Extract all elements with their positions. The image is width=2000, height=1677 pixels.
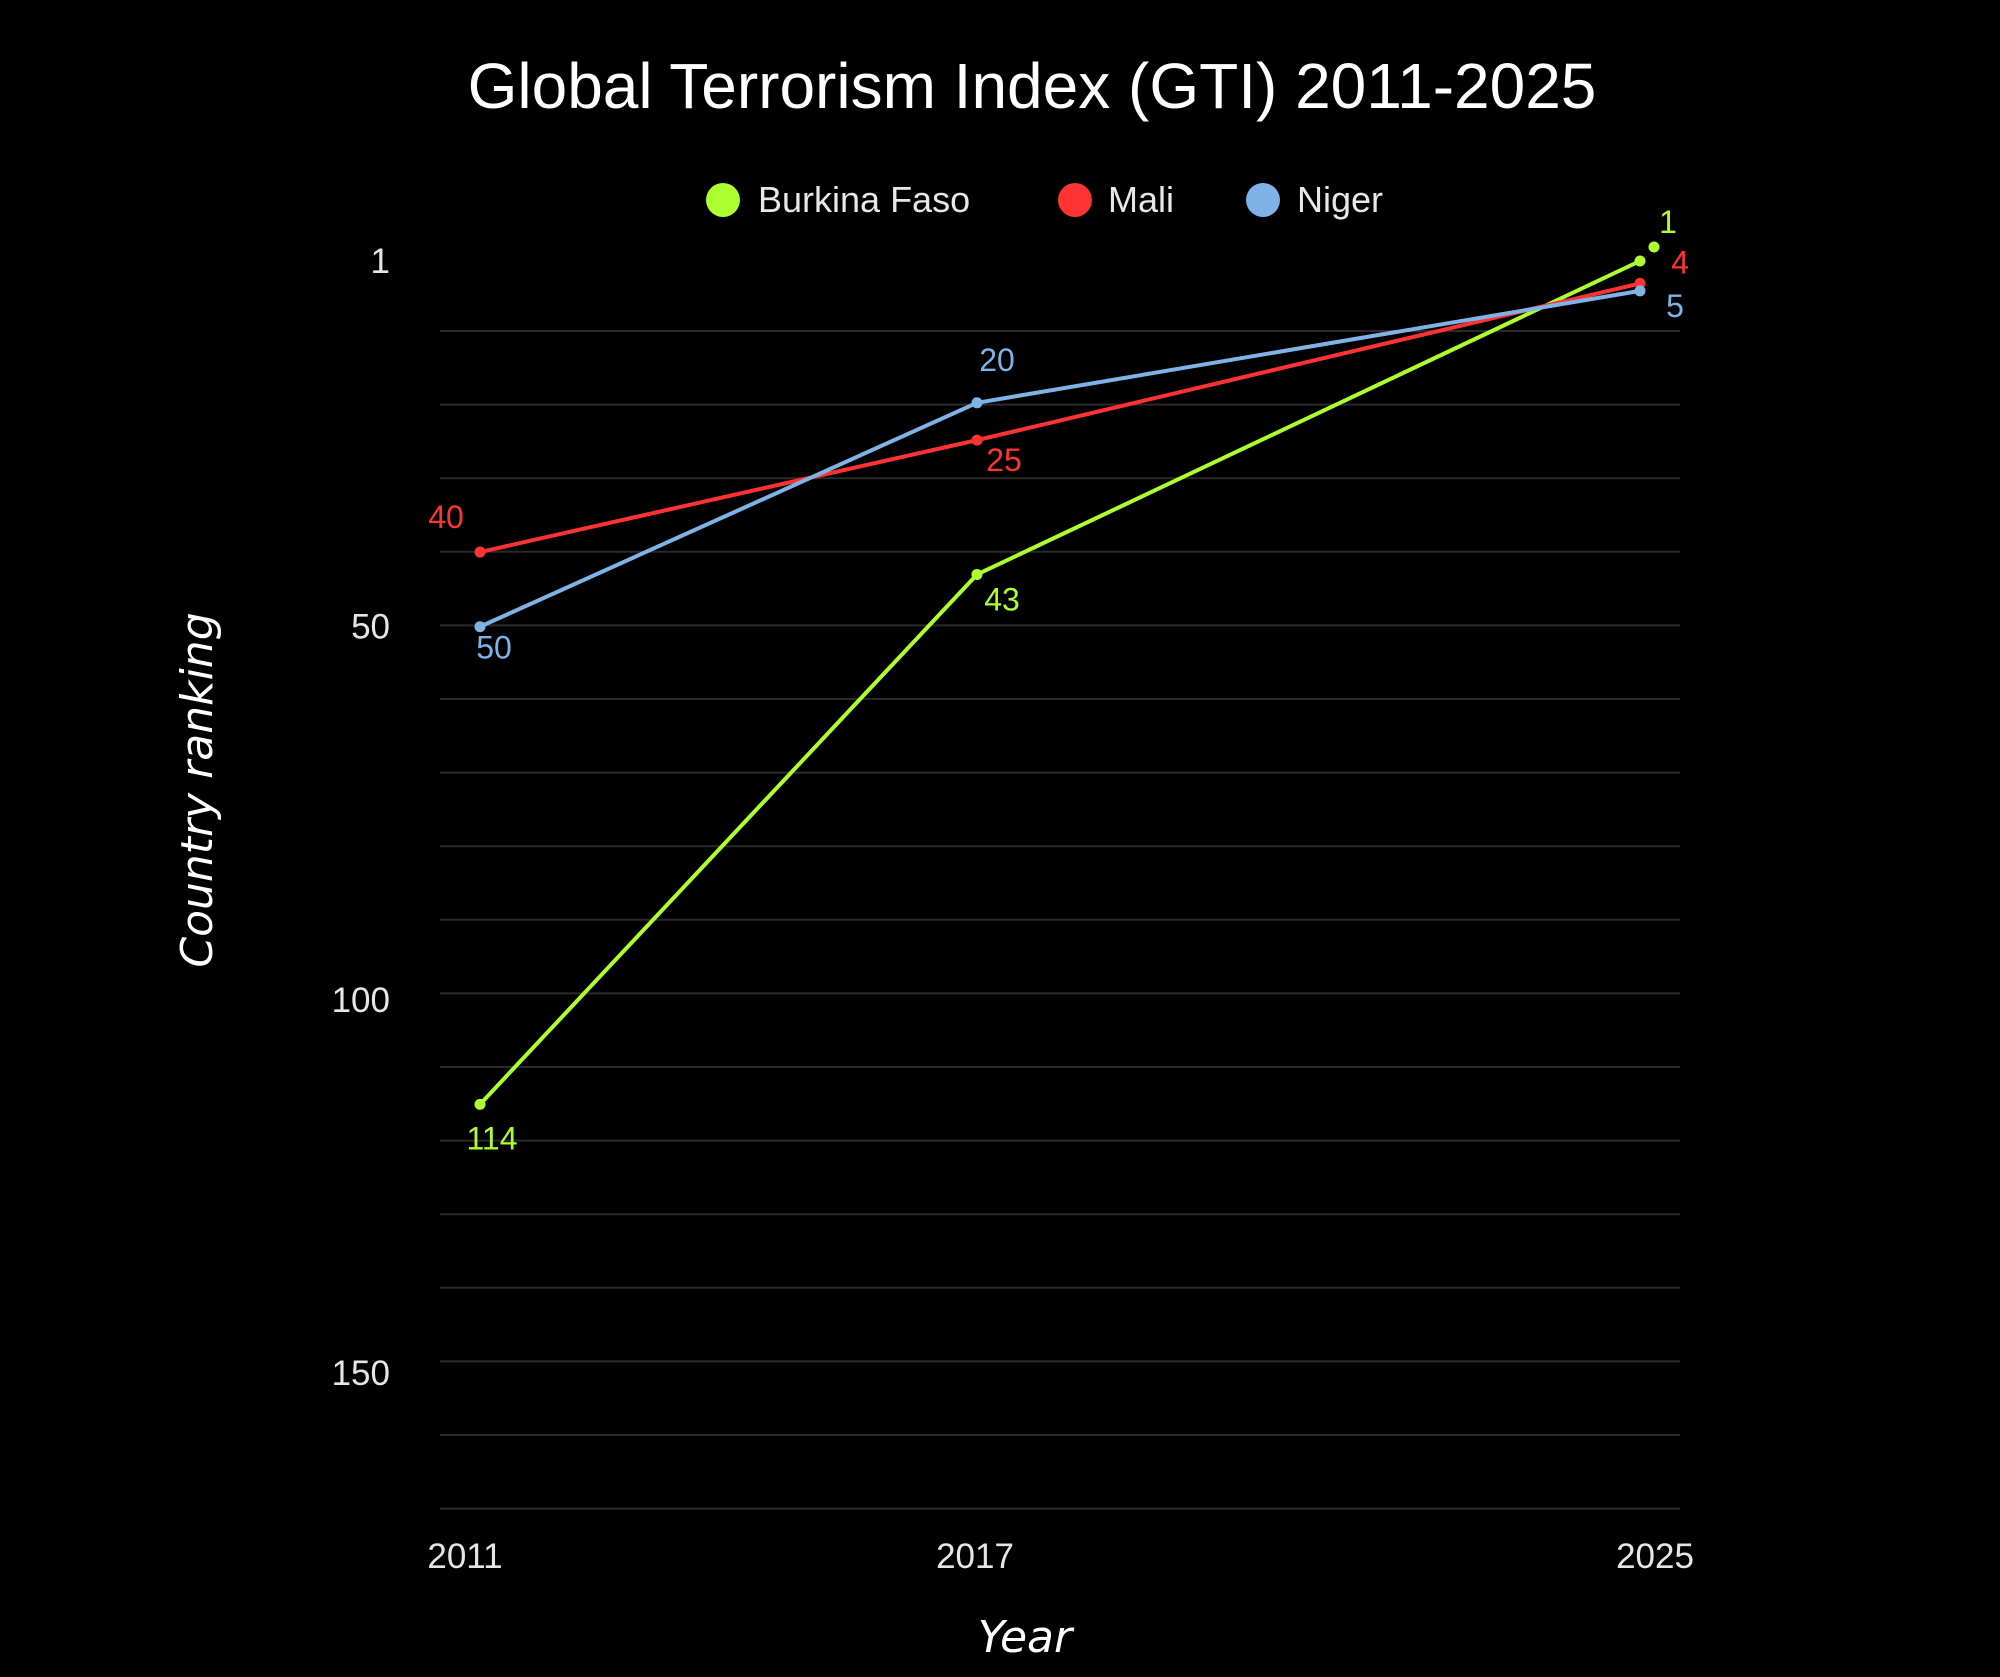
data-label: 1 xyxy=(1659,204,1677,240)
legend-label: Mali xyxy=(1108,179,1174,220)
data-point xyxy=(1634,285,1646,297)
data-labels: 114 43 1 40 25 4 50 20 5 xyxy=(428,204,1689,1156)
legend-item: Burkina Faso xyxy=(706,179,970,220)
data-point xyxy=(1634,255,1646,267)
data-point xyxy=(474,546,486,558)
legend-marker xyxy=(706,183,740,217)
x-axis-ticks: 2011 2017 2025 xyxy=(427,1537,1694,1576)
data-label: 43 xyxy=(984,581,1020,617)
legend-marker xyxy=(1246,183,1280,217)
chart-title: Global Terrorism Index (GTI) 2011-2025 xyxy=(468,50,1597,122)
legend-item: Niger xyxy=(1246,179,1383,220)
data-label: 25 xyxy=(986,442,1022,478)
gridlines xyxy=(440,330,1680,1510)
y-tick-label: 100 xyxy=(332,981,390,1020)
data-point xyxy=(971,434,983,446)
legend: Burkina Faso Mali Niger xyxy=(706,179,1383,220)
x-axis-title: Year xyxy=(978,1612,1075,1663)
y-tick-label: 1 xyxy=(371,242,390,281)
data-label: 40 xyxy=(428,499,464,535)
data-label: 5 xyxy=(1666,288,1684,324)
data-point xyxy=(971,568,983,580)
data-label: 114 xyxy=(466,1120,517,1156)
data-point xyxy=(474,621,486,633)
data-label: 50 xyxy=(476,630,512,666)
x-tick-label: 2017 xyxy=(936,1537,1014,1576)
legend-item: Mali xyxy=(1058,179,1174,220)
series-points xyxy=(474,241,1660,1110)
data-label: 20 xyxy=(979,342,1015,378)
legend-label: Burkina Faso xyxy=(758,179,970,220)
y-axis-title: Country ranking xyxy=(172,612,223,967)
data-point xyxy=(971,397,983,409)
x-tick-label: 2011 xyxy=(427,1537,502,1576)
legend-marker xyxy=(1058,183,1092,217)
data-point xyxy=(474,1098,486,1110)
data-label: 4 xyxy=(1671,244,1689,280)
data-point-marker xyxy=(1648,241,1660,253)
legend-label: Niger xyxy=(1297,179,1383,220)
y-tick-label: 50 xyxy=(351,608,390,647)
y-tick-label: 150 xyxy=(332,1354,390,1393)
x-tick-label: 2025 xyxy=(1616,1537,1694,1576)
